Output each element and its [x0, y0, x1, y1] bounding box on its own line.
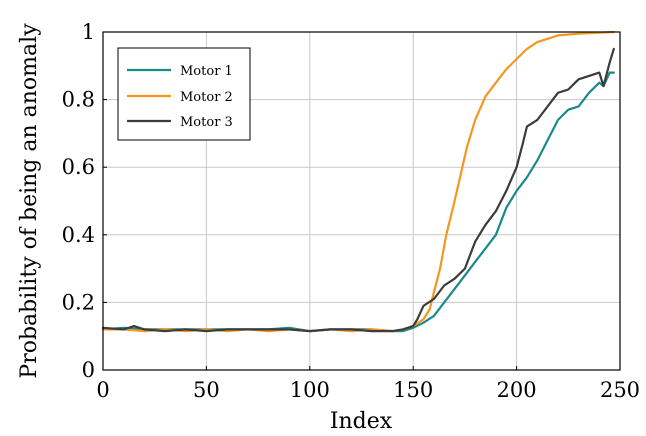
y-axis-title: Probability of being an anomaly	[17, 23, 42, 379]
y-tick-label: 0.8	[62, 88, 95, 112]
y-tick-label: 1	[82, 20, 95, 44]
legend-label-motor-3: Motor 3	[180, 115, 233, 130]
y-tick-label: 0.2	[62, 290, 95, 314]
y-tick-label: 0.4	[62, 223, 95, 247]
x-tick-label: 150	[393, 378, 433, 402]
legend: Motor 1 Motor 2 Motor 3	[117, 47, 251, 141]
legend-label-motor-2: Motor 2	[180, 90, 233, 105]
x-tick-label: 0	[96, 378, 109, 402]
x-tick-label: 100	[290, 378, 330, 402]
series-line-motor-2	[101, 30, 615, 333]
legend-box	[117, 47, 251, 141]
legend-label-motor-1: Motor 1	[180, 64, 233, 79]
x-tick-label: 200	[497, 378, 537, 402]
grid	[103, 32, 620, 370]
plot-frame	[102, 31, 621, 371]
series-lines	[101, 30, 615, 333]
x-axis-title: Index	[330, 409, 393, 434]
x-tick-label: 250	[600, 378, 640, 402]
axis-ticks: 0 50 100 150 200 250 0 0.2 0.4 0.6 0.8 1	[62, 20, 640, 402]
series-line-motor-3	[101, 47, 615, 333]
y-tick-label: 0.6	[62, 155, 95, 179]
x-tick-label: 50	[193, 378, 220, 402]
y-tick-label: 0	[82, 358, 95, 382]
